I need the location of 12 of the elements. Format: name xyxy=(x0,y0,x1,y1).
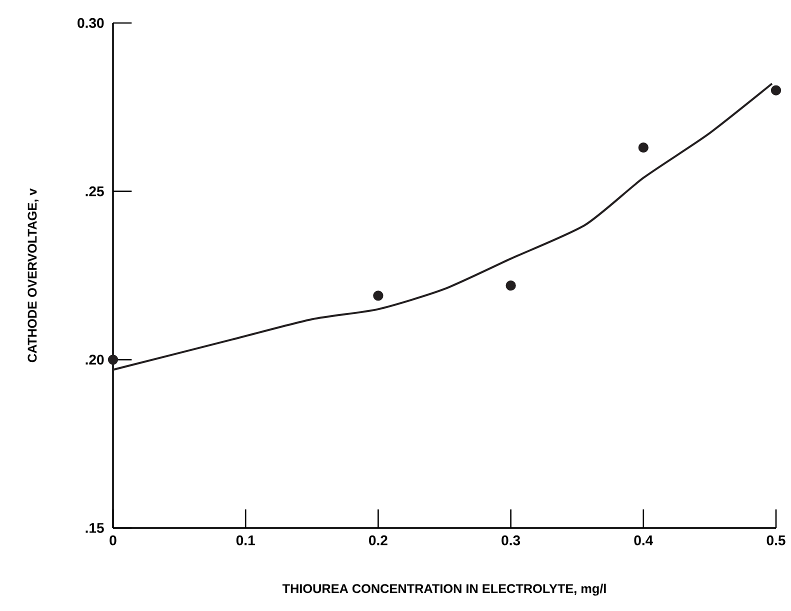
x-tick-label: 0.2 xyxy=(369,535,388,546)
y-tick-label: 0.30 xyxy=(78,18,104,28)
x-tick-label: 0.4 xyxy=(634,535,654,546)
y-tick-label: .20 xyxy=(86,354,104,365)
x-axis-title: THIOUREA CONCENTRATION IN ELECTROLYTE, mg/l xyxy=(282,584,606,596)
x-tick-label: 0 xyxy=(110,535,116,546)
y-tick-label: .15 xyxy=(86,523,104,533)
y-tick-label: .25 xyxy=(86,186,104,196)
x-tick-label: 0.1 xyxy=(236,535,255,546)
x-tick-label: 0.3 xyxy=(502,535,520,546)
y-axis-title: CATHODE OVERVOLTAGE, v xyxy=(28,188,39,362)
x-tick-label: 0.5 xyxy=(766,535,786,546)
